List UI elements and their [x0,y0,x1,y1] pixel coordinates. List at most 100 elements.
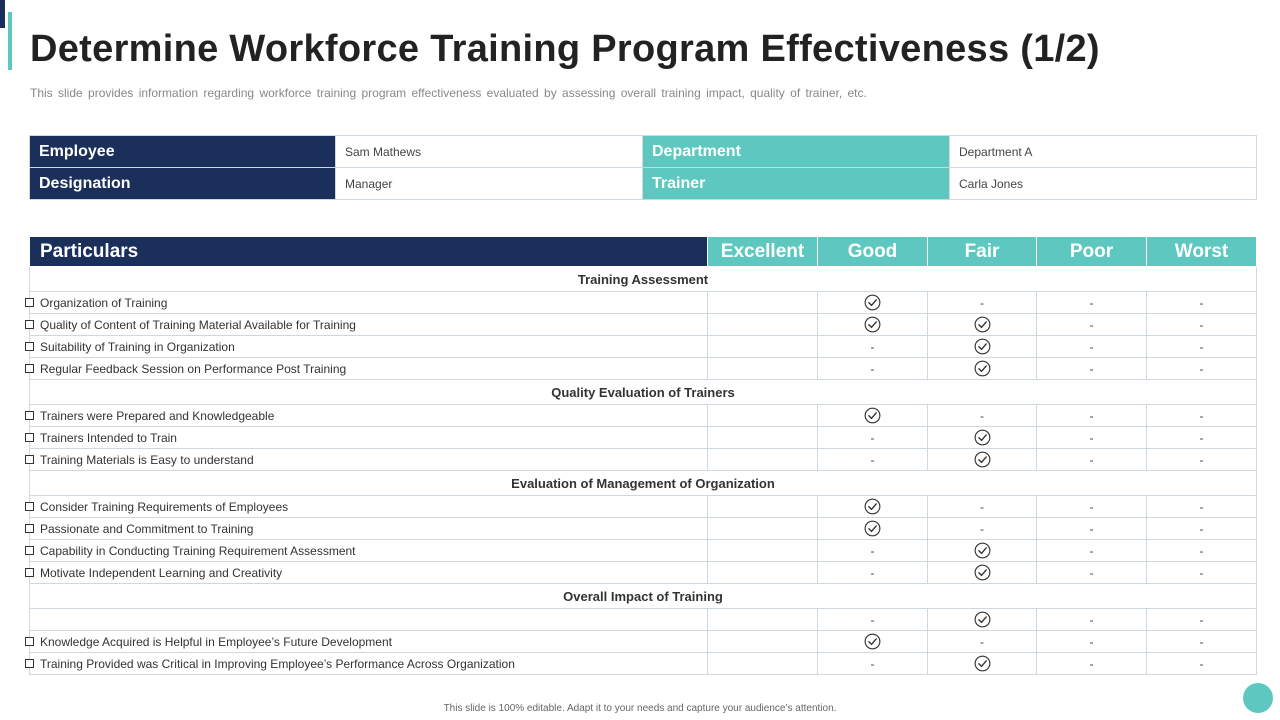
table-row: Passionate and Commitment to Training - - - [25,517,1257,540]
evaluation-body: Training Assessment Organization of Train… [25,266,1257,675]
rating-cell-fair [927,313,1037,336]
dash-mark: - [1199,430,1204,445]
check-circle-icon [974,360,991,377]
evaluation-header-row: Particulars Excellent Good Fair Poor Wor… [29,236,1257,267]
rating-cell-good: - [817,561,928,584]
rating-cell-poor: - [1036,291,1147,314]
rating-cell-fair: - [927,404,1037,427]
trainer-label: Trainer [642,167,950,200]
rating-cell-poor: - [1036,608,1147,631]
table-row: Training Materials is Easy to understand… [25,448,1257,471]
rating-cell-worst: - [1146,495,1257,518]
table-row: Organization of Training - - - [25,291,1257,314]
rating-cell-poor: - [1036,426,1147,449]
square-bullet-icon [25,411,34,420]
dash-mark: - [980,634,984,649]
rating-cell-worst: - [1146,448,1257,471]
rating-cell-fair [927,561,1037,584]
dash-mark: - [1089,295,1094,310]
rating-cell-worst: - [1146,357,1257,380]
check-circle-icon [974,655,991,672]
rating-cell-excellent [707,404,818,427]
rating-cell-good [817,630,928,653]
rating-cell-excellent [707,561,818,584]
section-title: Training Assessment [29,266,1257,292]
rating-cell-poor: - [1036,495,1147,518]
table-row: Motivate Independent Learning and Creati… [25,561,1257,584]
table-row: Consider Training Requirements of Employ… [25,495,1257,518]
rating-cell-excellent [707,335,818,358]
check-circle-icon [864,520,881,537]
rating-cell-good: - [817,426,928,449]
rating-cell-good [817,291,928,314]
dash-mark: - [1089,656,1094,671]
table-row: --- [29,608,1257,631]
dash-mark: - [870,656,875,671]
particular-label: Passionate and Commitment to Training [40,521,254,536]
rating-cell-fair: - [927,291,1037,314]
particular-label: Suitability of Training in Organization [40,339,235,354]
dash-mark: - [980,408,984,423]
header-good: Good [817,236,928,267]
rating-cell-good [817,404,928,427]
info-row-employee: Employee Sam Mathews Department Departme… [29,135,1257,168]
corner-decoration [1243,683,1273,713]
check-circle-icon [864,633,881,650]
dash-mark: - [870,612,875,627]
rating-cell-worst: - [1146,313,1257,336]
check-circle-icon [864,316,881,333]
employee-label: Employee [29,135,336,168]
particular-cell: Consider Training Requirements of Employ… [25,495,708,518]
square-bullet-icon [25,546,34,555]
rating-cell-fair: - [927,495,1037,518]
rating-cell-excellent [707,608,818,631]
rating-cell-poor: - [1036,448,1147,471]
dash-mark: - [1089,499,1094,514]
particular-cell: Suitability of Training in Organization [25,335,708,358]
particular-label: Quality of Content of Training Material … [40,317,356,332]
dash-mark: - [1089,339,1094,354]
table-row: Regular Feedback Session on Performance … [25,357,1257,380]
accent-bar [8,12,12,70]
rating-cell-poor: - [1036,539,1147,562]
particular-cell: Regular Feedback Session on Performance … [25,357,708,380]
particular-label: Organization of Training [40,295,168,310]
employee-value: Sam Mathews [335,135,643,168]
section-row: Quality Evaluation of Trainers [29,379,1257,405]
rating-cell-fair [927,426,1037,449]
rating-cell-excellent [707,630,818,653]
dash-mark: - [980,521,984,536]
check-circle-icon [974,564,991,581]
department-value: Department A [949,135,1257,168]
table-row: Training Provided was Critical in Improv… [25,652,1257,675]
rating-cell-good: - [817,652,928,675]
designation-value: Manager [335,167,643,200]
trainer-value: Carla Jones [949,167,1257,200]
header-excellent: Excellent [707,236,818,267]
dash-mark: - [1089,430,1094,445]
table-row: Knowledge Acquired is Helpful in Employe… [25,630,1257,653]
evaluation-table: Particulars Excellent Good Fair Poor Wor… [25,236,1257,675]
rating-cell-good: - [817,335,928,358]
square-bullet-icon [25,659,34,668]
particular-label: Training Provided was Critical in Improv… [40,656,515,671]
section-row: Training Assessment [29,266,1257,292]
page-title: Determine Workforce Training Program Eff… [30,28,1100,70]
designation-label: Designation [29,167,336,200]
particular-cell: Knowledge Acquired is Helpful in Employe… [25,630,708,653]
particular-cell: Capability in Conducting Training Requir… [25,539,708,562]
rating-cell-worst: - [1146,517,1257,540]
rating-cell-excellent [707,652,818,675]
dash-mark: - [1199,295,1204,310]
square-bullet-icon [25,568,34,577]
rating-cell-worst: - [1146,539,1257,562]
rating-cell-excellent [707,291,818,314]
square-bullet-icon [25,455,34,464]
rating-cell-good [817,495,928,518]
rating-cell-excellent [707,539,818,562]
rating-cell-worst: - [1146,291,1257,314]
rating-cell-good: - [817,357,928,380]
rating-cell-worst: - [1146,630,1257,653]
department-label: Department [642,135,950,168]
dash-mark: - [1089,543,1094,558]
